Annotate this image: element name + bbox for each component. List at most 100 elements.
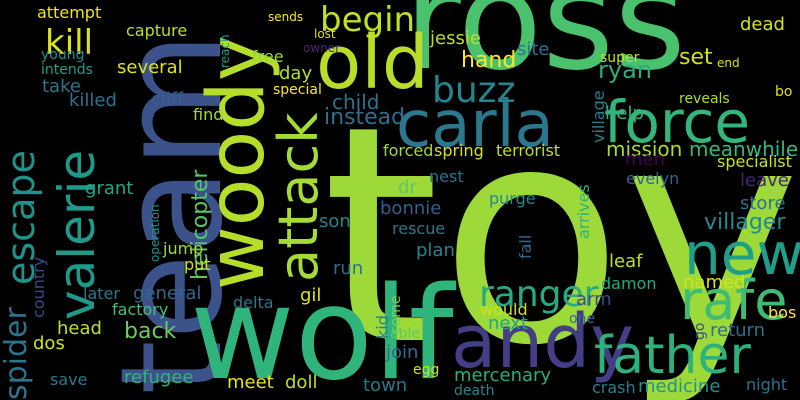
word-take: take bbox=[42, 76, 81, 97]
word-reach: reach bbox=[218, 34, 232, 68]
word-intends: intends bbox=[41, 62, 93, 78]
word-bo: bo bbox=[775, 84, 793, 100]
word-find: find bbox=[193, 105, 224, 124]
word-dead: dead bbox=[740, 14, 785, 35]
word-meanwhile: meanwhile bbox=[689, 137, 799, 161]
word-wolf: wolf bbox=[190, 260, 454, 400]
word-father: father bbox=[594, 326, 751, 386]
word-cliff: cliff bbox=[151, 89, 184, 110]
word-special: special bbox=[273, 82, 322, 98]
word-plan: plan bbox=[416, 240, 455, 261]
word-meet: meet bbox=[227, 372, 274, 393]
word-save: save bbox=[50, 370, 88, 389]
word-night: night bbox=[746, 375, 788, 394]
word-return: return bbox=[710, 320, 766, 341]
word-set: set bbox=[679, 45, 713, 70]
word-gil: gil bbox=[300, 285, 322, 306]
word-help: help bbox=[605, 103, 644, 124]
word-ryan: ryan bbox=[598, 56, 652, 84]
word-buzz: buzz bbox=[432, 70, 516, 111]
word-terrorist: terrorist bbox=[496, 141, 561, 160]
word-killed: killed bbox=[69, 90, 117, 111]
word-head: head bbox=[57, 318, 102, 339]
word-would: would bbox=[480, 300, 528, 319]
word-force: force bbox=[604, 88, 751, 156]
word-young: young bbox=[41, 47, 85, 63]
word-later: later bbox=[83, 284, 120, 303]
word-attack: attack bbox=[267, 112, 330, 283]
word-leave: leave bbox=[740, 170, 789, 191]
word-bonnie: bonnie bbox=[380, 198, 442, 219]
word-jump: jump bbox=[163, 239, 204, 258]
word-join: join bbox=[386, 342, 419, 363]
word-andy: andy bbox=[451, 299, 635, 385]
word-toy: toy bbox=[322, 62, 800, 400]
word-men: men bbox=[625, 149, 666, 170]
word-dr: dr bbox=[398, 177, 417, 198]
word-mercenary: mercenary bbox=[454, 365, 552, 386]
word-new: new bbox=[684, 220, 800, 288]
word-ross: ross bbox=[404, 0, 686, 101]
word-arm: arm bbox=[576, 289, 612, 310]
word-ranger: ranger bbox=[479, 274, 599, 315]
word-grant: grant bbox=[85, 178, 134, 199]
word-villager: villager bbox=[704, 210, 786, 235]
word-damon: damon bbox=[601, 274, 657, 293]
word-hand: hand bbox=[461, 48, 517, 73]
word-mission: mission bbox=[606, 137, 683, 161]
word-one: one bbox=[569, 311, 596, 327]
word-able: able bbox=[390, 326, 420, 342]
word-rescue: rescue bbox=[392, 219, 446, 238]
word-day: day bbox=[279, 63, 313, 84]
word-general: general bbox=[133, 283, 202, 304]
word-rafe: rafe bbox=[680, 269, 788, 332]
word-nest: nest bbox=[429, 167, 464, 186]
word-purge: purge bbox=[489, 189, 536, 208]
word-old: old bbox=[316, 20, 429, 106]
word-carla: carla bbox=[396, 88, 554, 162]
word-egg: egg bbox=[413, 362, 440, 378]
word-instead: instead bbox=[324, 105, 406, 130]
word-run: run bbox=[333, 258, 364, 279]
word-evelyn: evelyn bbox=[626, 169, 680, 188]
word-several: several bbox=[117, 57, 183, 78]
word-arrives: arrives bbox=[574, 184, 593, 239]
word-town: town bbox=[363, 375, 408, 396]
word-specialist: specialist bbox=[717, 152, 792, 171]
word-site: site bbox=[517, 39, 550, 60]
word-crash: crash bbox=[592, 378, 636, 397]
word-attempt: attempt bbox=[37, 3, 102, 22]
word-son: son bbox=[319, 211, 351, 232]
word-owner: owner bbox=[303, 41, 341, 55]
word-country: country bbox=[29, 256, 48, 318]
word-refugee: refugee bbox=[124, 367, 194, 388]
word-fall: fall bbox=[516, 234, 535, 259]
word-child: child bbox=[332, 90, 380, 114]
word-end: end bbox=[717, 56, 740, 70]
word-medicine: medicine bbox=[638, 376, 721, 397]
word-dos: dos bbox=[33, 333, 65, 354]
word-spring: spring bbox=[434, 141, 484, 160]
word-jessie: jessie bbox=[430, 28, 481, 49]
word-store: store bbox=[740, 193, 786, 214]
word-spider: spider bbox=[0, 307, 34, 400]
word-back: back bbox=[124, 319, 177, 344]
word-lost: lost bbox=[314, 27, 336, 41]
word-kill: kill bbox=[45, 23, 94, 63]
word-begin: begin bbox=[320, 0, 416, 40]
word-go: go bbox=[692, 322, 708, 340]
word-bos: bos bbox=[768, 303, 797, 322]
word-death: death bbox=[454, 383, 495, 399]
word-free: free bbox=[252, 47, 284, 66]
word-operation: operation bbox=[148, 204, 162, 262]
word-doll: doll bbox=[285, 372, 318, 393]
word-super: super bbox=[600, 50, 640, 66]
word-delta: delta bbox=[233, 293, 274, 312]
word-named: named bbox=[683, 272, 746, 293]
word-leaf: leaf bbox=[609, 251, 643, 272]
word-reveals: reveals bbox=[679, 91, 730, 107]
word-capture: capture bbox=[126, 21, 188, 40]
word-sends: sends bbox=[268, 10, 304, 24]
word-next: next bbox=[488, 313, 528, 334]
